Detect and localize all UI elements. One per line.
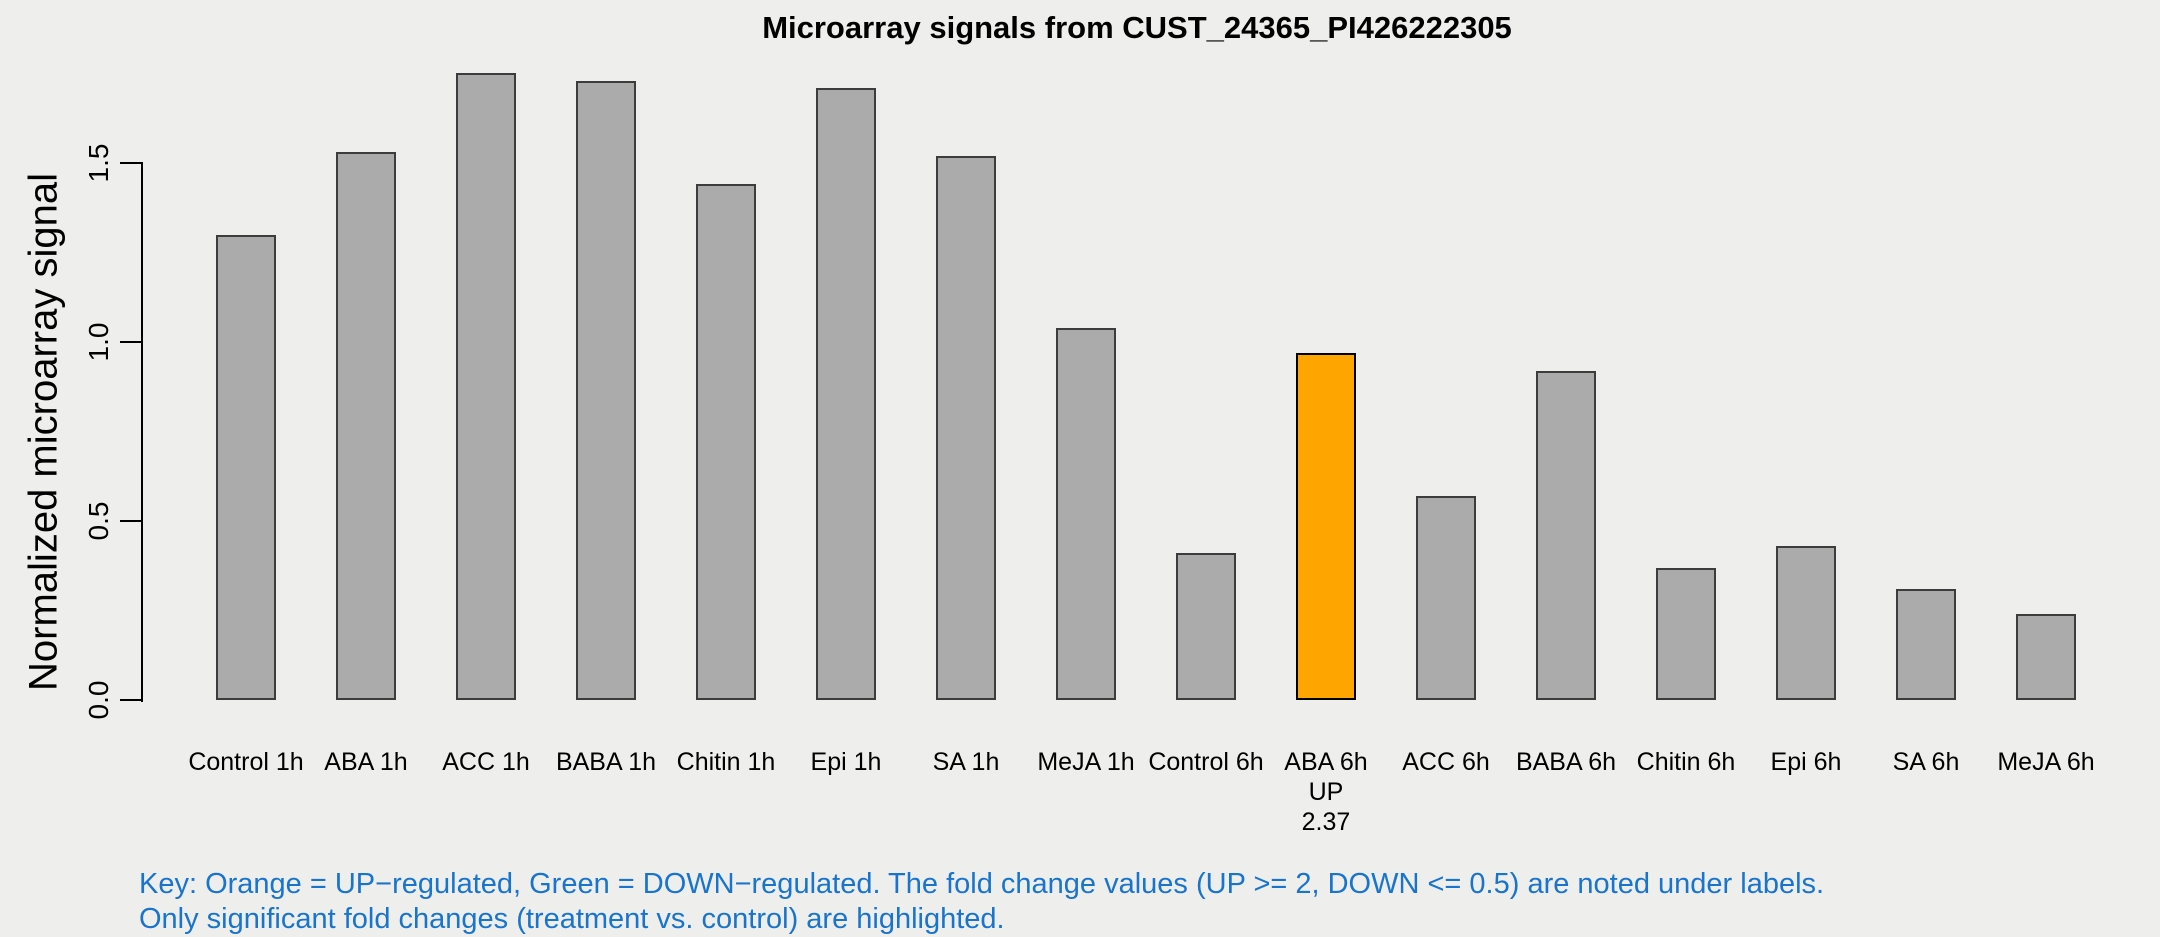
bar-aba-1h xyxy=(336,152,396,700)
x-category-label: BABA 6h xyxy=(1515,748,1617,776)
x-label-sa-6h: SA 6h xyxy=(1816,747,2036,777)
y-tick-label: 0.5 xyxy=(83,501,114,541)
x-label-chitin-1h: Chitin 1h xyxy=(616,747,836,777)
y-tick xyxy=(120,699,142,701)
x-category-label: ACC 6h xyxy=(1402,748,1490,776)
x-label-meja-6h: MeJA 6h xyxy=(1936,747,2156,777)
bar-aba-6h xyxy=(1296,353,1356,700)
x-category-label: Chitin 1h xyxy=(676,748,776,776)
bar-baba-1h xyxy=(576,81,636,700)
bar-epi-1h xyxy=(816,88,876,700)
x-label-baba-1h: BABA 1h xyxy=(496,747,716,777)
x-category-label: ABA 1h xyxy=(324,748,408,776)
x-label-acc-6h: ACC 6h xyxy=(1336,747,1556,777)
x-label-aba-1h: ABA 1h xyxy=(256,747,476,777)
x-category-label: BABA 1h xyxy=(555,748,657,776)
x-label-epi-1h: Epi 1h xyxy=(736,747,956,777)
y-axis-line xyxy=(141,162,143,702)
x-label-epi-6h: Epi 6h xyxy=(1696,747,1916,777)
bar-acc-6h xyxy=(1416,496,1476,700)
x-category-label: Chitin 6h xyxy=(1636,748,1736,776)
x-label-control-1h: Control 1h xyxy=(136,747,356,777)
x-label-aba-6h: ABA 6h UP 2.37 xyxy=(1216,747,1436,837)
x-label-meja-1h: MeJA 1h xyxy=(976,747,1196,777)
bar-chitin-6h xyxy=(1656,568,1716,700)
y-tick-label: 1.0 xyxy=(83,322,114,362)
x-label-control-6h: Control 6h xyxy=(1096,747,1316,777)
x-label-sa-1h: SA 1h xyxy=(856,747,1076,777)
bar-control-1h xyxy=(216,235,276,700)
bar-sa-6h xyxy=(1896,589,1956,700)
bar-baba-6h xyxy=(1536,371,1596,700)
chart-title: Microarray signals from CUST_24365_PI426… xyxy=(762,10,1512,45)
x-category-label: SA 1h xyxy=(932,748,1000,776)
x-label-baba-6h: BABA 6h xyxy=(1456,747,1676,777)
x-category-label: MeJA 6h xyxy=(1997,748,2095,776)
x-category-label: Control 6h xyxy=(1148,748,1264,776)
y-tick xyxy=(120,520,142,522)
bar-control-6h xyxy=(1176,553,1236,700)
x-category-label: Control 1h xyxy=(188,748,304,776)
fold-change-note: UP xyxy=(1308,778,1344,806)
bar-meja-1h xyxy=(1056,328,1116,700)
x-label-chitin-6h: Chitin 6h xyxy=(1576,747,1796,777)
y-tick xyxy=(120,341,142,343)
bar-acc-1h xyxy=(456,73,516,700)
key-line-1: Key: Orange = UP−regulated, Green = DOWN… xyxy=(139,868,1825,900)
key-line-2: Only significant fold changes (treatment… xyxy=(139,903,1005,935)
x-label-acc-1h: ACC 1h xyxy=(376,747,596,777)
x-category-label: SA 6h xyxy=(1892,748,1960,776)
x-category-label: Epi 6h xyxy=(1770,748,1842,776)
y-tick xyxy=(120,162,142,164)
bar-chitin-1h xyxy=(696,184,756,700)
y-tick-label: 1.5 xyxy=(83,143,114,183)
key-note: Key: Orange = UP−regulated, Green = DOWN… xyxy=(139,867,1824,937)
y-tick-label: 0.0 xyxy=(83,680,114,720)
bar-meja-6h xyxy=(2016,614,2076,700)
bar-epi-6h xyxy=(1776,546,1836,700)
fold-change-note: 2.37 xyxy=(1301,808,1351,836)
x-category-label: ACC 1h xyxy=(442,748,530,776)
x-category-label: Epi 1h xyxy=(810,748,882,776)
bar-sa-1h xyxy=(936,156,996,700)
x-category-label: MeJA 1h xyxy=(1037,748,1135,776)
x-category-label: ABA 6h xyxy=(1284,748,1368,776)
